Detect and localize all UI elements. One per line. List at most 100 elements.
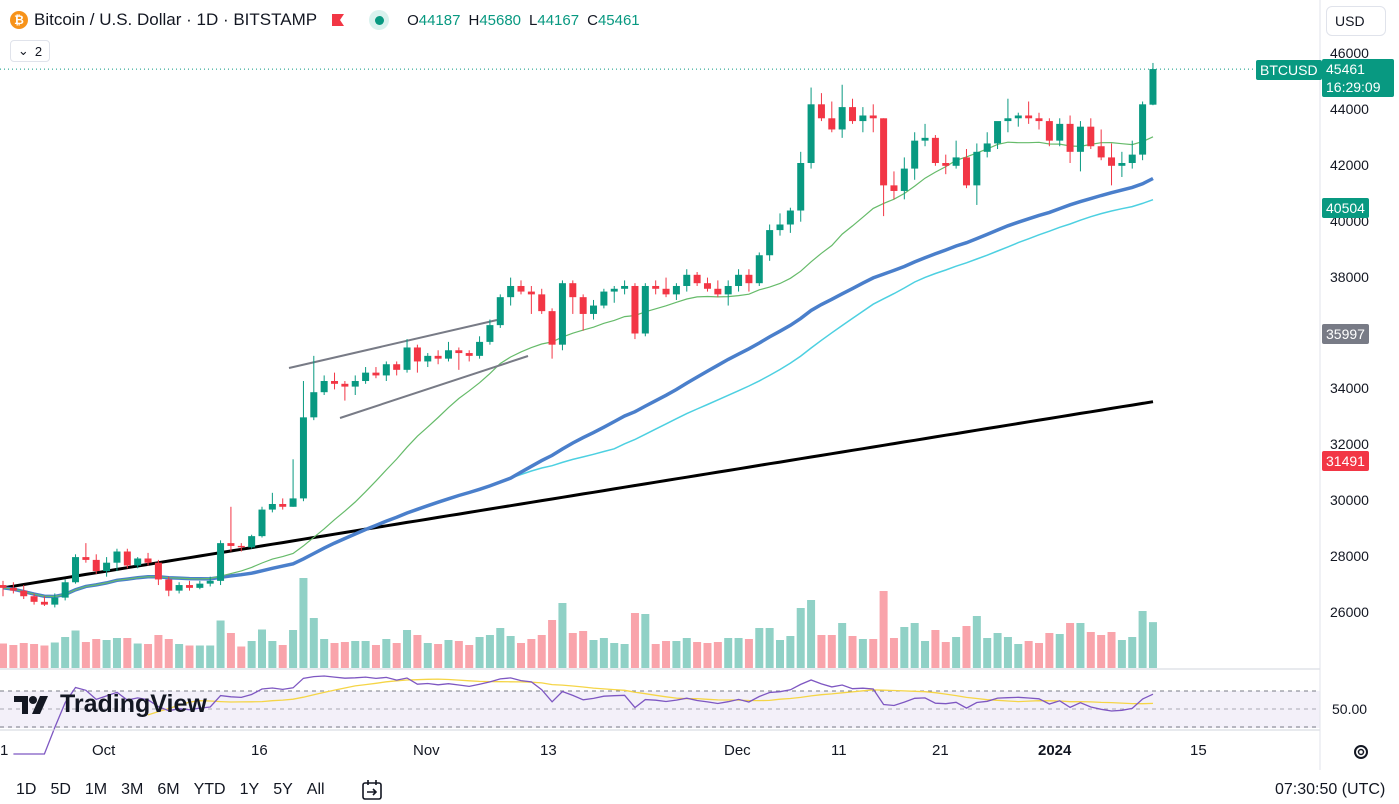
volume-bar bbox=[1148, 622, 1157, 668]
timeframe-ytd-button[interactable]: YTD bbox=[193, 781, 226, 798]
ma-cyan-line bbox=[2, 198, 1154, 598]
bitcoin-icon: ₿ bbox=[10, 11, 28, 29]
timeframe-6m-button[interactable]: 6M bbox=[157, 781, 180, 798]
volume-bar bbox=[786, 636, 795, 668]
volume-bar bbox=[662, 641, 671, 668]
timeframe-5d-button[interactable]: 5D bbox=[50, 781, 71, 798]
volume-bar bbox=[703, 643, 712, 668]
candle-body bbox=[766, 230, 774, 256]
volume-bar bbox=[848, 636, 857, 668]
volume-bar bbox=[1076, 623, 1085, 668]
volume-bar bbox=[299, 578, 308, 668]
candle-body bbox=[320, 381, 328, 393]
candle-body bbox=[548, 311, 556, 345]
volume-bar bbox=[444, 640, 453, 668]
timeframe-1d-button[interactable]: 1D bbox=[16, 781, 37, 798]
candle-body bbox=[942, 163, 950, 166]
volume-bar bbox=[776, 640, 784, 668]
candle-body bbox=[217, 543, 225, 581]
candle-body bbox=[40, 601, 48, 605]
candle-body bbox=[123, 551, 131, 566]
candle-body bbox=[569, 283, 577, 298]
candle-body bbox=[1035, 118, 1043, 122]
candle-body bbox=[828, 118, 836, 130]
volume-bar bbox=[682, 638, 691, 668]
volume-bar bbox=[226, 633, 235, 668]
currency-select[interactable]: USD bbox=[1326, 6, 1386, 36]
candle-body bbox=[952, 157, 960, 166]
candle-body bbox=[175, 585, 183, 591]
clock-utc[interactable]: 07:30:50 (UTC) bbox=[1275, 781, 1386, 798]
volume-bar bbox=[154, 635, 163, 668]
volume-bar bbox=[247, 641, 256, 668]
price-axis-label: 30000 bbox=[1330, 492, 1369, 509]
volume-bar bbox=[1128, 637, 1137, 668]
volume-bar bbox=[734, 638, 743, 668]
candle-body bbox=[113, 551, 121, 563]
candle-body bbox=[61, 582, 69, 598]
timeframe-all-button[interactable]: All bbox=[306, 781, 325, 798]
timeframe-toolbar: 1D 5D 1M 3M 6M YTD 1Y 5Y All bbox=[16, 781, 325, 799]
gear-icon[interactable] bbox=[1351, 742, 1371, 762]
candle-body bbox=[1118, 163, 1126, 166]
candle-body bbox=[1004, 118, 1012, 122]
volume-bar bbox=[672, 641, 681, 668]
candle-body bbox=[299, 417, 307, 499]
volume-bar bbox=[548, 620, 557, 668]
volume-bar bbox=[371, 645, 380, 668]
candle-body bbox=[9, 587, 17, 591]
candle-body bbox=[72, 557, 80, 583]
candle-body bbox=[880, 118, 888, 186]
ma-fast-tag: 40504 bbox=[1322, 198, 1369, 218]
candle-body bbox=[538, 294, 546, 312]
volume-bar bbox=[289, 630, 298, 668]
trend-channel-drawing[interactable] bbox=[288, 319, 529, 419]
candle-body bbox=[621, 285, 629, 289]
market-status-icon[interactable] bbox=[369, 10, 390, 30]
high-value: 45680 bbox=[479, 11, 522, 29]
volume-bar bbox=[817, 635, 826, 668]
candlestick-series[interactable] bbox=[0, 62, 1157, 608]
volume-bar bbox=[568, 633, 577, 668]
volume-bar bbox=[630, 613, 639, 668]
candle-body bbox=[817, 104, 825, 119]
volume-bar bbox=[983, 638, 992, 668]
ma-slow-line bbox=[2, 400, 1154, 590]
timeframe-1m-button[interactable]: 1M bbox=[84, 781, 108, 798]
volume-bar bbox=[102, 640, 111, 668]
volume-bar bbox=[258, 629, 266, 668]
volume-bar bbox=[1014, 644, 1023, 668]
candle-body bbox=[227, 543, 235, 546]
candle-body bbox=[248, 536, 256, 548]
timeframe-1y-button[interactable]: 1Y bbox=[239, 781, 260, 798]
volume-bar bbox=[1003, 637, 1012, 668]
candle-body bbox=[310, 392, 318, 418]
volume-bar bbox=[765, 628, 774, 668]
symbol-price-tag: BTCUSD bbox=[1256, 60, 1322, 80]
candle-body bbox=[714, 288, 722, 295]
flag-icon[interactable] bbox=[331, 13, 345, 27]
volume-bar bbox=[392, 643, 401, 668]
volume-bar bbox=[1024, 641, 1033, 668]
candle-body bbox=[51, 597, 59, 605]
price-axis-label: 26000 bbox=[1330, 604, 1369, 620]
calendar-range-icon[interactable] bbox=[360, 778, 384, 802]
timeframe-5y-button[interactable]: 5Y bbox=[273, 781, 293, 798]
candle-body bbox=[413, 347, 421, 362]
price-axis-label: 34000 bbox=[1330, 380, 1369, 397]
timeframe-3m-button[interactable]: 3M bbox=[121, 781, 144, 798]
candle-body bbox=[797, 163, 805, 211]
tradingview-logo[interactable]: TradingView bbox=[14, 690, 207, 719]
candle-body bbox=[258, 509, 266, 537]
volume-bar bbox=[195, 645, 204, 668]
legend-toggle-button[interactable]: ⌄ 2 bbox=[10, 40, 50, 62]
candle-body bbox=[558, 283, 566, 345]
volume-bar bbox=[9, 645, 18, 668]
volume-bar bbox=[216, 620, 225, 668]
candle-body bbox=[434, 355, 442, 359]
symbol-title[interactable]: Bitcoin / U.S. Dollar · 1D · BITSTAMP bbox=[34, 10, 318, 29]
candle-body bbox=[600, 291, 608, 306]
candle-body bbox=[735, 274, 743, 286]
volume-bar bbox=[237, 646, 246, 668]
